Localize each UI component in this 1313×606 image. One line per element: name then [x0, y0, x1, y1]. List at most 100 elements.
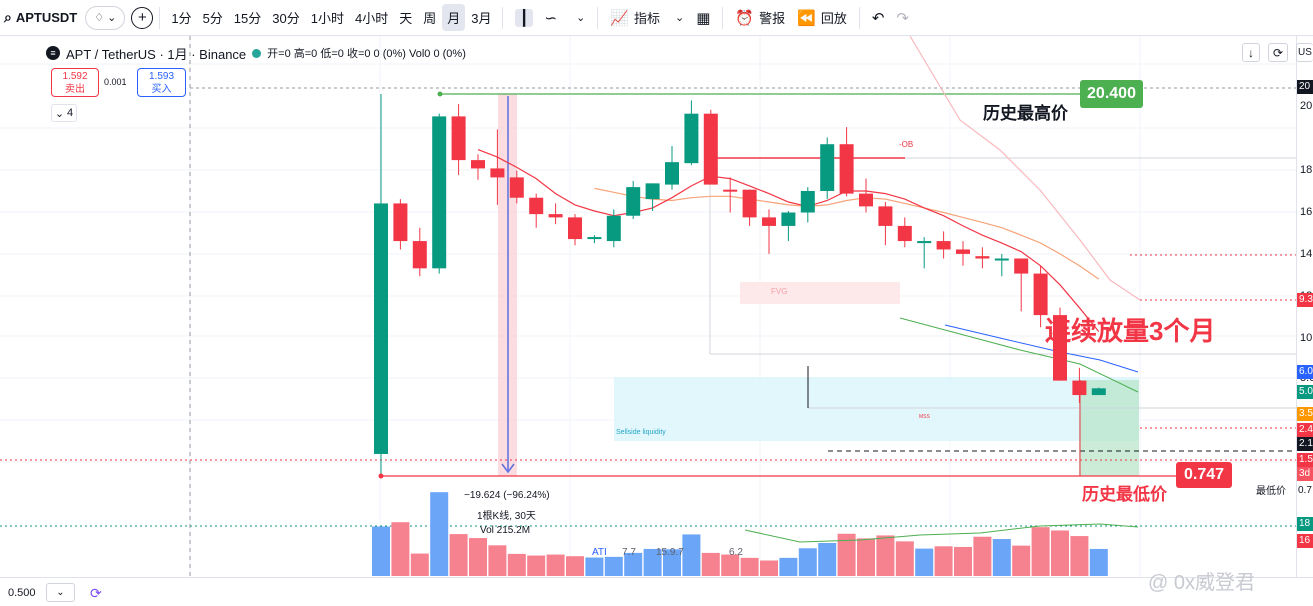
volume-bar [372, 526, 390, 576]
candle-body [917, 241, 932, 244]
redo-button[interactable]: ↷ [890, 5, 915, 31]
candle-body [548, 214, 563, 218]
volume-bar [779, 557, 798, 576]
divider [858, 6, 860, 29]
interval-1[interactable]: 5分 [202, 11, 223, 26]
sell-label: 卖出 [65, 84, 85, 95]
indicator-label-d: 6.2 [729, 547, 743, 558]
interval-8[interactable]: 月 [442, 4, 466, 31]
measure-volume: Vol 215.2M [480, 525, 531, 536]
sell-price: 1.592 [62, 71, 88, 82]
candle-body [374, 203, 388, 454]
candle-body [936, 241, 951, 250]
candle-body [742, 189, 757, 218]
undo-button[interactable]: ↶ [866, 5, 891, 31]
legend-title[interactable]: APT / TetherUS · 1月 · Binance [66, 46, 247, 62]
symbol-search[interactable]: ⌕ APTUSDT [0, 0, 85, 35]
price-tag: 18 [1297, 517, 1313, 531]
volume-bar [954, 546, 972, 576]
spread-value: 0.001 [104, 77, 127, 87]
candle-body [878, 206, 893, 226]
watermark: @ 0x威登君 [1148, 572, 1255, 594]
lowest-price-value: 0.7 [1298, 485, 1312, 496]
ma-slow-line [594, 187, 1100, 280]
interval-5[interactable]: 4小时 [354, 11, 389, 26]
indicator-label-a: ATI [592, 547, 607, 558]
replay-button[interactable]: ⏪ 回放 [791, 4, 853, 31]
volume-bar [585, 557, 604, 576]
interval-4[interactable]: 1小时 [310, 11, 344, 26]
candle-body [723, 189, 738, 192]
candle-body [529, 197, 544, 215]
ob-label: -OB [899, 140, 914, 149]
volume-bar [818, 543, 837, 576]
atl-dot [378, 473, 384, 479]
chart-line-icon: 📈 [610, 9, 629, 27]
volume-bar [760, 560, 778, 576]
long-ma-line [909, 36, 1141, 301]
chart-type-button[interactable]: ┃ [509, 5, 538, 31]
mss-label: MSS [919, 414, 930, 420]
zoom-dropdown[interactable]: ⌄ [46, 583, 75, 602]
redo-icon: ↷ [896, 9, 909, 27]
indicators-button[interactable]: 📈 指标 ⌄ [604, 4, 690, 31]
rewind-icon: ⏪ [797, 9, 816, 27]
ath-price-badge[interactable]: 20.400 [1080, 80, 1143, 108]
price-tick: 14 [1300, 248, 1313, 260]
line-tool-button[interactable]: ∽ ⌄ [539, 5, 592, 31]
divider [722, 6, 724, 29]
price-chart[interactable] [0, 36, 1296, 577]
volume-bar [857, 538, 875, 576]
indicator-count: 4 [67, 107, 74, 119]
candle-body [839, 144, 854, 194]
candle-body [393, 203, 408, 242]
volume-bar [876, 535, 895, 576]
sync-icon[interactable]: ⟳ [90, 585, 102, 601]
candle-body [606, 215, 621, 242]
atl-price-badge[interactable]: 0.747 [1176, 462, 1232, 488]
sell-button[interactable]: 1.592 卖出 [51, 68, 99, 97]
buy-button[interactable]: 1.593 买入 [137, 68, 186, 97]
volume-bar [1031, 527, 1050, 576]
interval-3[interactable]: 30分 [272, 11, 300, 26]
interval-7[interactable]: 周 [423, 11, 437, 26]
lowest-price-label: 最低价 [1256, 486, 1286, 497]
price-tick: 18 [1300, 164, 1313, 176]
interval-9[interactable]: 3月 [471, 11, 492, 26]
alert-label: 警报 [759, 11, 786, 26]
interval-6[interactable]: 天 [399, 11, 413, 26]
price-tag: 3d [1297, 467, 1313, 481]
volume-bar [1012, 545, 1031, 576]
symbol-menu-button[interactable]: ♢ ⌄ [85, 5, 126, 30]
indicators-collapse-button[interactable]: ⌄ 4 [51, 104, 77, 122]
alert-button[interactable]: ⏰ 警报 [729, 4, 791, 31]
divider [597, 6, 599, 29]
bottom-bar: 0.500 ⌄ ⟳ [0, 577, 1313, 606]
price-scale[interactable]: 0.7 2018161412108.0209.36.05.03.52.42.11… [1296, 36, 1313, 577]
price-tick: 16 [1300, 206, 1313, 218]
scale-reset-button[interactable]: ⟳ [1268, 43, 1288, 62]
volume-bar [1089, 548, 1108, 576]
search-icon: ⌕ [4, 9, 12, 25]
volume-note: 连续放量3个月 [1045, 316, 1216, 346]
volume-bar [682, 534, 701, 576]
indicator-label-b: 7.7 [622, 547, 636, 558]
interval-2[interactable]: 15分 [233, 11, 262, 26]
currency-button[interactable]: US [1296, 43, 1313, 62]
layouts-button[interactable]: ▦ [690, 5, 716, 31]
market-open-icon [252, 48, 262, 58]
candle-body [684, 113, 699, 164]
volume-bar [391, 522, 410, 576]
candle-body [626, 187, 641, 216]
candle-body [645, 183, 660, 200]
add-symbol-button[interactable]: + [131, 6, 154, 29]
undo-icon: ↶ [871, 9, 885, 27]
scale-menu-button[interactable]: ↓ [1242, 43, 1260, 62]
indicator-label-c: 15.9.7 [656, 547, 684, 558]
candle-body [800, 190, 815, 213]
interval-0[interactable]: 1分 [171, 11, 192, 26]
chevron-down-icon: ⌄ [54, 107, 65, 120]
fvg-zone [740, 282, 900, 304]
zoom-level[interactable]: 0.500 [8, 587, 36, 599]
candle-body [994, 258, 1009, 261]
